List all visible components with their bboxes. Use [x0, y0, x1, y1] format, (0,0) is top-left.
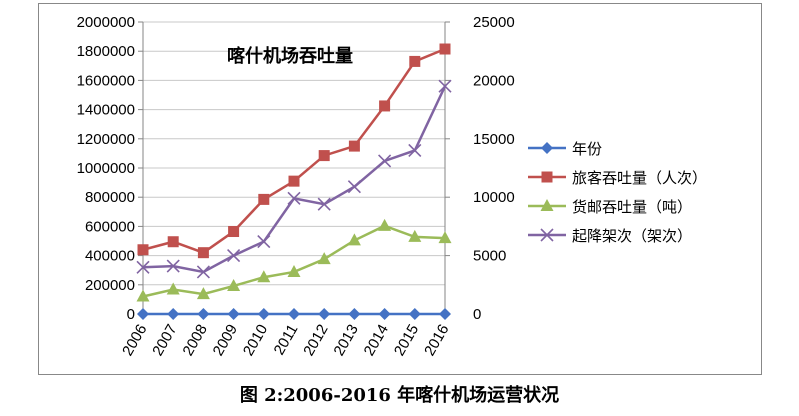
left-tick-label: 800000 — [85, 189, 135, 206]
data-point — [288, 308, 300, 320]
data-point — [197, 308, 210, 320]
data-point — [348, 140, 360, 152]
x-tick-label: 2015 — [391, 322, 422, 359]
data-point — [287, 264, 301, 277]
data-point — [137, 244, 149, 256]
series-line-3 — [142, 224, 446, 298]
data-point — [257, 270, 271, 283]
x-tick-label: 2007 — [149, 322, 180, 359]
x-tick-label: 2010 — [240, 322, 271, 359]
data-point — [438, 79, 452, 93]
data-point — [227, 308, 240, 320]
data-point — [288, 175, 300, 187]
legend-marker — [540, 228, 554, 242]
legend-label: 起降架次（架次） — [572, 227, 692, 245]
data-point — [166, 259, 180, 273]
data-point — [257, 235, 271, 249]
data-point — [228, 226, 240, 238]
right-tick-label: 0 — [473, 306, 481, 323]
data-point — [257, 308, 270, 320]
data-point — [287, 191, 301, 205]
data-point — [318, 150, 330, 162]
data-point — [137, 308, 149, 320]
series-line-2 — [142, 47, 446, 255]
data-point — [317, 197, 331, 211]
data-point — [347, 233, 361, 246]
right-tick-label: 15000 — [473, 131, 515, 148]
x-tick-label: 2013 — [330, 322, 361, 359]
right-tick-label: 5000 — [473, 248, 506, 265]
data-point — [438, 231, 452, 244]
left-tick-label: 1000000 — [77, 160, 135, 177]
data-point — [167, 308, 180, 320]
data-point — [409, 55, 421, 67]
left-tick-label: 2000000 — [77, 14, 135, 31]
data-point — [408, 229, 422, 242]
right-tick-label: 25000 — [473, 14, 515, 31]
data-point — [258, 193, 270, 205]
x-tick-label: 2011 — [271, 322, 302, 358]
data-point — [136, 260, 150, 274]
data-point — [196, 265, 210, 279]
data-point — [347, 180, 361, 194]
data-point — [379, 100, 391, 112]
data-point — [136, 289, 150, 302]
data-point — [197, 247, 209, 259]
x-tick-label: 2008 — [179, 322, 210, 359]
x-tick-label: 2014 — [361, 322, 392, 359]
left-tick-label: 1200000 — [77, 131, 135, 148]
legend-marker — [541, 142, 553, 154]
data-point — [408, 143, 422, 158]
legend-marker — [541, 171, 553, 183]
data-point — [408, 308, 421, 320]
legend-label: 货邮吞吐量（吨） — [572, 198, 692, 216]
data-point — [378, 154, 392, 168]
data-point — [318, 308, 331, 320]
x-tick-label: 2012 — [300, 322, 331, 359]
data-point — [166, 282, 180, 295]
right-tick-label: 10000 — [473, 189, 515, 206]
data-point — [378, 218, 392, 231]
data-point — [196, 287, 210, 300]
right-tick-label: 20000 — [473, 72, 515, 89]
data-point — [378, 308, 391, 320]
data-point — [317, 252, 331, 265]
left-tick-label: 1800000 — [77, 43, 135, 60]
left-tick-label: 1400000 — [77, 102, 135, 119]
series-lines — [136, 43, 452, 320]
chart-title: 喀什机场吞吐量 — [227, 45, 353, 67]
figure-caption: 图 2:2006-2016 年喀什机场运营状况 — [239, 385, 560, 406]
legend-label: 旅客吞吐量（人次） — [572, 169, 707, 187]
left-tick-label: 400000 — [85, 248, 135, 265]
data-point — [227, 278, 241, 291]
data-point — [348, 308, 361, 320]
x-tick-label: 2006 — [119, 322, 150, 359]
x-tick-label: 2016 — [421, 322, 452, 359]
data-point — [167, 236, 179, 248]
left-tick-label: 1600000 — [77, 72, 135, 89]
legend-label: 年份 — [572, 140, 602, 158]
left-tick-label: 200000 — [85, 277, 135, 294]
left-tick-label: 0 — [127, 306, 135, 323]
left-tick-label: 600000 — [85, 218, 135, 235]
data-point — [439, 43, 451, 55]
data-point — [439, 308, 451, 320]
legend-marker — [540, 199, 554, 211]
x-tick-label: 2009 — [210, 322, 241, 359]
data-point — [227, 249, 241, 263]
